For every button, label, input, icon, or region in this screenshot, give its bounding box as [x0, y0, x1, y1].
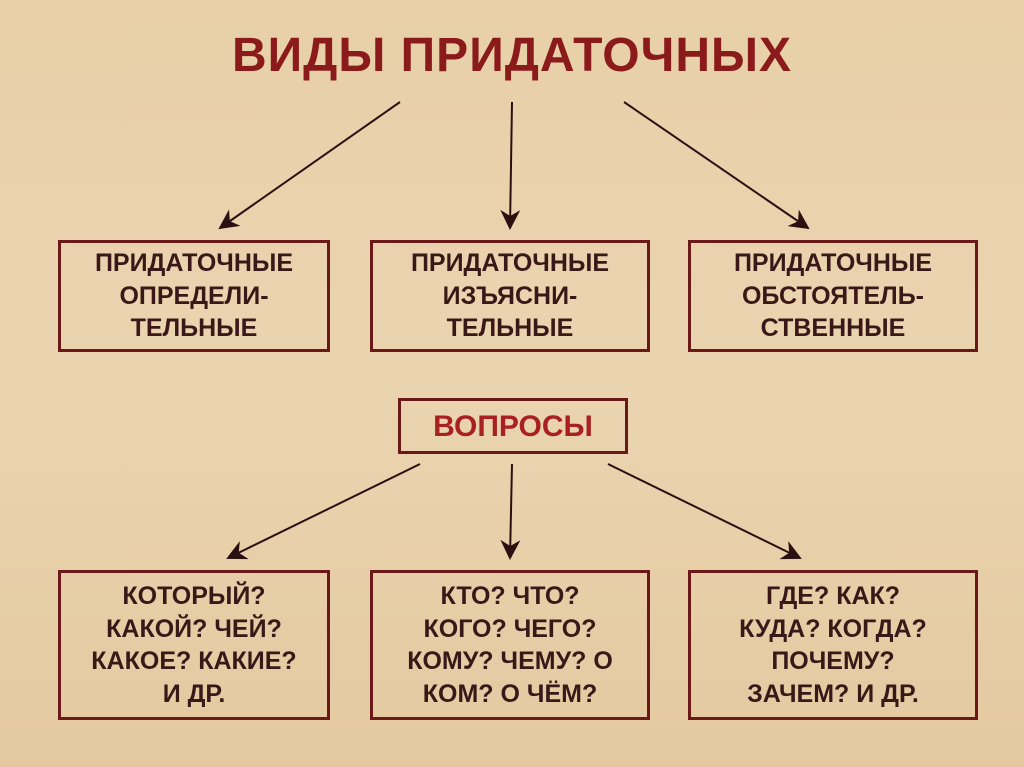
question-box-3: ГДЕ? КАК?КУДА? КОГДА?ПОЧЕМУ?ЗАЧЕМ? И ДР.: [688, 570, 978, 720]
type-label-3: ПРИДАТОЧНЫЕОБСТОЯТЕЛЬ-СТВЕННЫЕ: [734, 247, 932, 345]
type-label-2: ПРИДАТОЧНЫЕИЗЪЯСНИ-ТЕЛЬНЫЕ: [411, 247, 609, 345]
question-text-2: КТО? ЧТО?КОГО? ЧЕГО?КОМУ? ЧЕМУ? ОКОМ? О …: [407, 580, 613, 710]
question-text-1: КОТОРЫЙ?КАКОЙ? ЧЕЙ?КАКОЕ? КАКИЕ?И ДР.: [91, 580, 296, 710]
page-title: ВИДЫ ПРИДАТОЧНЫХ: [0, 0, 1024, 83]
type-box-1: ПРИДАТОЧНЫЕОПРЕДЕЛИ-ТЕЛЬНЫЕ: [58, 240, 330, 352]
questions-label: ВОПРОСЫ: [433, 407, 593, 446]
question-box-1: КОТОРЫЙ?КАКОЙ? ЧЕЙ?КАКОЕ? КАКИЕ?И ДР.: [58, 570, 330, 720]
type-box-2: ПРИДАТОЧНЫЕИЗЪЯСНИ-ТЕЛЬНЫЕ: [370, 240, 650, 352]
questions-label-box: ВОПРОСЫ: [398, 398, 628, 454]
type-box-3: ПРИДАТОЧНЫЕОБСТОЯТЕЛЬ-СТВЕННЫЕ: [688, 240, 978, 352]
type-label-1: ПРИДАТОЧНЫЕОПРЕДЕЛИ-ТЕЛЬНЫЕ: [95, 247, 293, 345]
question-box-2: КТО? ЧТО?КОГО? ЧЕГО?КОМУ? ЧЕМУ? ОКОМ? О …: [370, 570, 650, 720]
question-text-3: ГДЕ? КАК?КУДА? КОГДА?ПОЧЕМУ?ЗАЧЕМ? И ДР.: [739, 580, 927, 710]
